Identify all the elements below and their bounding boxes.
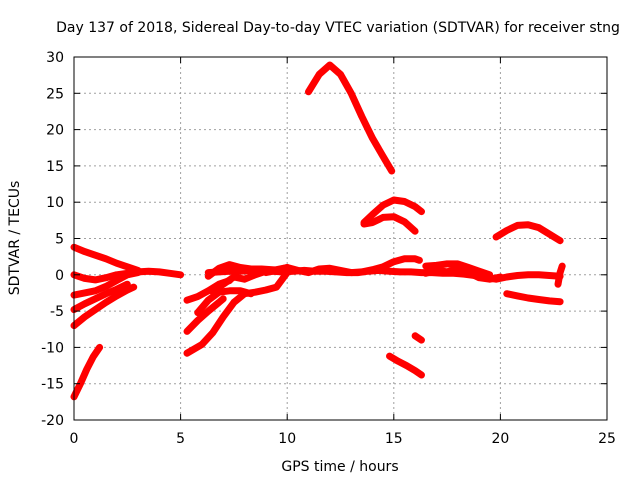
y-tick-label: 0	[55, 268, 64, 284]
y-tick-label: -10	[41, 340, 64, 356]
series-line-s16	[360, 196, 425, 226]
series-group	[70, 61, 566, 401]
grid-lines	[74, 57, 607, 420]
series-line-s5	[70, 283, 138, 330]
series-line-s3	[70, 269, 142, 299]
axis-ticks	[73, 56, 608, 421]
y-axis-label: SDTVAR / TECUs	[7, 181, 23, 296]
x-tick-label: 10	[278, 431, 296, 447]
y-tick-label: 20	[46, 123, 64, 139]
y-tick-label: 25	[46, 86, 64, 102]
x-tick-label: 25	[598, 431, 616, 447]
y-tick-label: 15	[46, 159, 64, 175]
series-line-s18	[386, 352, 425, 379]
y-tick-label: 30	[46, 50, 64, 66]
series-line-s8	[183, 295, 227, 335]
series-line-s22	[492, 221, 564, 245]
series-line-s1	[70, 243, 142, 274]
y-tick-label: -5	[50, 304, 64, 320]
series-line-s6	[70, 343, 104, 401]
series-line-s23	[503, 290, 564, 306]
series-line-s14	[262, 255, 423, 277]
x-tick-label: 5	[176, 431, 185, 447]
series-line-s17	[360, 213, 419, 235]
x-tick-label: 0	[70, 431, 79, 447]
series-line-s4	[70, 280, 131, 314]
x-tick-label: 20	[491, 431, 509, 447]
y-tick-label: -20	[41, 413, 64, 429]
chart-title: Day 137 of 2018, Sidereal Day-to-day VTE…	[56, 20, 620, 36]
series-line-s21	[422, 264, 504, 283]
y-tick-label: 5	[55, 232, 64, 248]
series-line-s20	[422, 260, 494, 279]
y-tick-label: 10	[46, 195, 64, 211]
series-line-s19	[411, 332, 425, 344]
y-tick-labels: -20 -15 -10 -5 0 5 10 15 20 25 30	[41, 50, 64, 429]
x-tick-label: 15	[385, 431, 403, 447]
series-line-s10	[183, 269, 291, 357]
y-tick-label: -15	[41, 377, 64, 393]
series-line-s15	[305, 61, 396, 175]
series-line-s24	[554, 262, 566, 288]
x-tick-labels: 0 5 10 15 20 25	[70, 431, 616, 447]
x-axis-label: GPS time / hours	[281, 459, 398, 475]
